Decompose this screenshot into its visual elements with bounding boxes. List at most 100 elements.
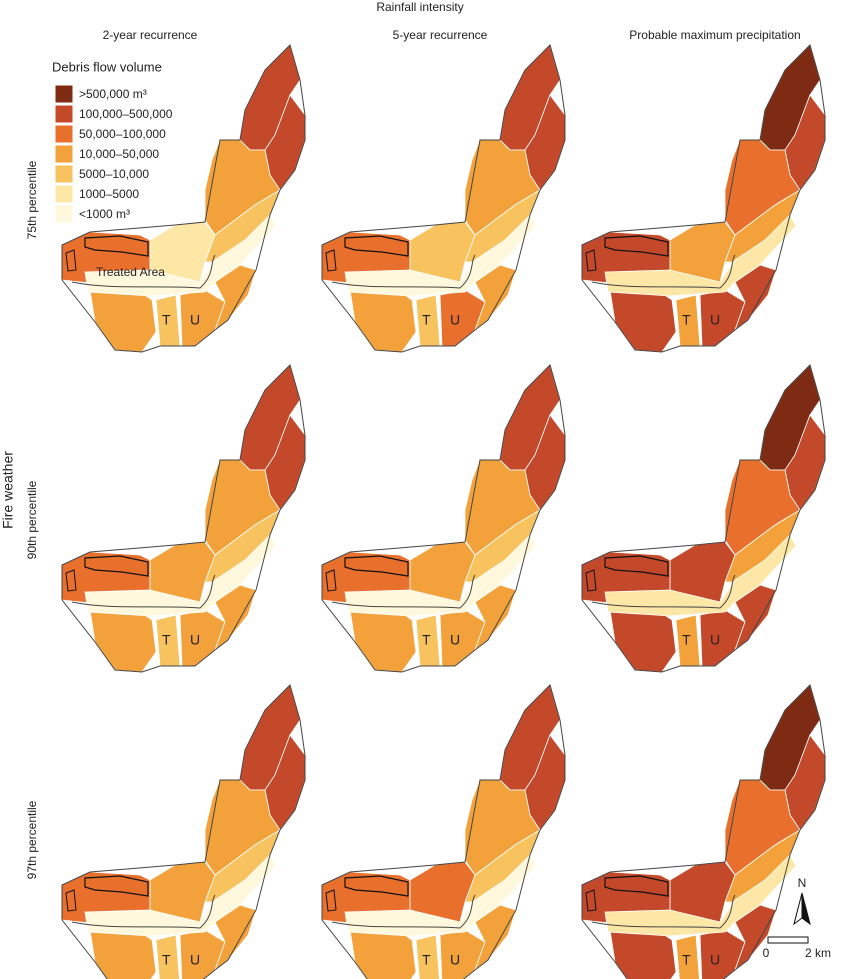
watershed bbox=[84, 214, 277, 297]
treated-area-plot bbox=[325, 569, 337, 592]
channel bbox=[591, 894, 736, 929]
subbasin-label: T bbox=[162, 312, 171, 328]
watershed bbox=[699, 929, 746, 979]
treated-area-outline bbox=[84, 235, 149, 257]
treated-area-plot bbox=[65, 249, 77, 272]
north-arrow-right bbox=[801, 892, 811, 926]
map-panel: T U Treated Area bbox=[61, 44, 306, 353]
watershed bbox=[699, 289, 746, 347]
subbasin-label: U bbox=[450, 952, 460, 968]
watershed bbox=[439, 289, 486, 347]
row-header: 90th percentile bbox=[25, 480, 39, 559]
watershed bbox=[439, 929, 486, 979]
watershed bbox=[604, 534, 797, 617]
treated-area-outline bbox=[344, 555, 409, 577]
watershed bbox=[344, 534, 537, 617]
watershed bbox=[415, 934, 440, 979]
subbasin-label: T bbox=[682, 952, 691, 968]
channel bbox=[331, 894, 476, 929]
subbasin-label: U bbox=[710, 952, 720, 968]
scale-label: 2 km bbox=[805, 946, 831, 960]
scale-label: 0 bbox=[763, 946, 770, 960]
subbasin-label: U bbox=[710, 632, 720, 648]
legend-label: 10,000–50,000 bbox=[79, 147, 159, 161]
treated-area-plot bbox=[325, 889, 337, 912]
legend-title: Debris flow volume bbox=[52, 59, 162, 74]
legend-swatch bbox=[54, 124, 74, 144]
basin-outline bbox=[581, 44, 826, 353]
row-header: 97th percentile bbox=[25, 800, 39, 879]
subbasin-label: U bbox=[190, 952, 200, 968]
treated-area-outline bbox=[604, 235, 669, 257]
basin-outline bbox=[61, 44, 306, 353]
legend-swatch bbox=[54, 104, 74, 124]
basin-outline bbox=[321, 364, 566, 673]
legend-swatch bbox=[54, 84, 74, 104]
row-axis-title: Fire weather bbox=[0, 451, 16, 529]
watershed bbox=[604, 214, 797, 297]
subbasin-label: T bbox=[162, 632, 171, 648]
watershed bbox=[344, 214, 537, 297]
legend-swatch bbox=[54, 164, 74, 184]
column-header: 5-year recurrence bbox=[393, 28, 488, 42]
watershed bbox=[344, 854, 537, 937]
subbasin-label: U bbox=[450, 312, 460, 328]
north-arrow-left bbox=[793, 892, 803, 926]
legend-label: >500,000 m³ bbox=[79, 87, 147, 101]
basin-outline bbox=[321, 684, 566, 979]
column-header: Probable maximum precipitation bbox=[629, 28, 800, 42]
legend-label: 5000–10,000 bbox=[79, 167, 149, 181]
subbasin-label: T bbox=[422, 952, 431, 968]
basin-outline bbox=[61, 364, 306, 673]
basin-outline bbox=[581, 684, 826, 979]
north-label: N bbox=[798, 876, 807, 890]
watershed bbox=[604, 854, 797, 937]
legend-label: 50,000–100,000 bbox=[79, 127, 166, 141]
channel bbox=[71, 254, 216, 289]
treated-area-plot bbox=[65, 889, 77, 912]
subbasin-label: T bbox=[682, 312, 691, 328]
legend-swatch bbox=[54, 144, 74, 164]
legend-label: <1000 m³ bbox=[79, 207, 130, 221]
channel bbox=[331, 574, 476, 609]
figure-title: Rainfall intensity bbox=[376, 0, 463, 14]
treated-area-plot bbox=[585, 249, 597, 272]
subbasin-label: U bbox=[450, 632, 460, 648]
subbasin-label: T bbox=[422, 632, 431, 648]
column-header: 2-year recurrence bbox=[103, 28, 198, 42]
watershed bbox=[699, 609, 746, 667]
watershed bbox=[439, 609, 486, 667]
treated-area-outline bbox=[84, 875, 149, 897]
treated-area-outline bbox=[344, 235, 409, 257]
subbasin-label: T bbox=[422, 312, 431, 328]
treated-area-outline bbox=[604, 875, 669, 897]
treated-area-plot bbox=[325, 249, 337, 272]
treated-area-plot bbox=[585, 569, 597, 592]
treated-area-outline bbox=[344, 875, 409, 897]
legend-swatch bbox=[54, 184, 74, 204]
channel bbox=[591, 254, 736, 289]
watershed bbox=[179, 289, 226, 347]
legend-label: 100,000–500,000 bbox=[79, 107, 173, 121]
watershed bbox=[84, 534, 277, 617]
treated-area-plot bbox=[65, 569, 77, 592]
treated-area-label: Treated Area bbox=[96, 265, 165, 279]
channel bbox=[331, 254, 476, 289]
channel bbox=[71, 574, 216, 609]
watershed bbox=[84, 854, 277, 937]
treated-area-plot bbox=[585, 889, 597, 912]
basin-outline bbox=[581, 364, 826, 673]
watershed bbox=[675, 934, 700, 979]
north-arrow: N bbox=[793, 876, 811, 926]
subbasin-label: T bbox=[162, 952, 171, 968]
legend: Debris flow volume >500,000 m³ 100,000–50… bbox=[52, 59, 173, 224]
watershed bbox=[155, 934, 180, 979]
subbasin-label: U bbox=[190, 312, 200, 328]
